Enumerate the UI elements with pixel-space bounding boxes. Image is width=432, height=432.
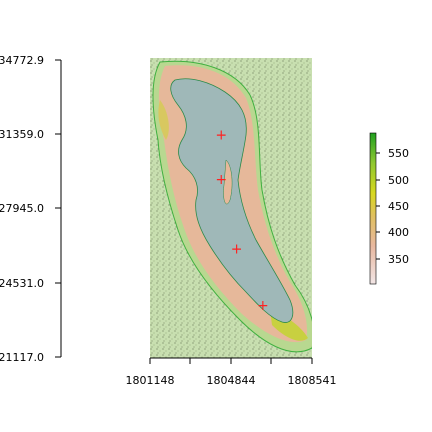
survey-marker: + [215, 172, 227, 188]
survey-marker: + [215, 127, 227, 143]
legend-tick-label: 500 [388, 174, 409, 187]
legend-colorbar [369, 132, 377, 285]
y-tick-label: 34772.9 [0, 54, 44, 67]
legend-tick-label: 350 [388, 253, 409, 266]
survey-marker: + [257, 298, 269, 314]
map-raster [150, 58, 312, 358]
y-axis: 34772.9 31359.0 27945.0 24531.0 21117.0 [0, 54, 62, 364]
lake [170, 78, 294, 323]
survey-marker: + [231, 242, 243, 258]
x-axis: 1801148 1804844 1808541 [126, 357, 337, 387]
x-tick-label: 1808541 [288, 374, 337, 387]
color-legend: 350 400 450 500 550 [369, 132, 409, 285]
survey-markers: + + + + [215, 127, 268, 314]
y-tick-label: 21117.0 [0, 351, 44, 364]
y-tick-label: 27945.0 [0, 202, 44, 215]
y-tick-label: 31359.0 [0, 128, 44, 141]
legend-tick-label: 550 [388, 147, 409, 160]
legend-tick-label: 450 [388, 200, 409, 213]
x-tick-label: 1804844 [207, 374, 256, 387]
y-tick-label: 24531.0 [0, 277, 44, 290]
x-tick-label: 1801148 [126, 374, 175, 387]
legend-tick-label: 400 [388, 226, 409, 239]
